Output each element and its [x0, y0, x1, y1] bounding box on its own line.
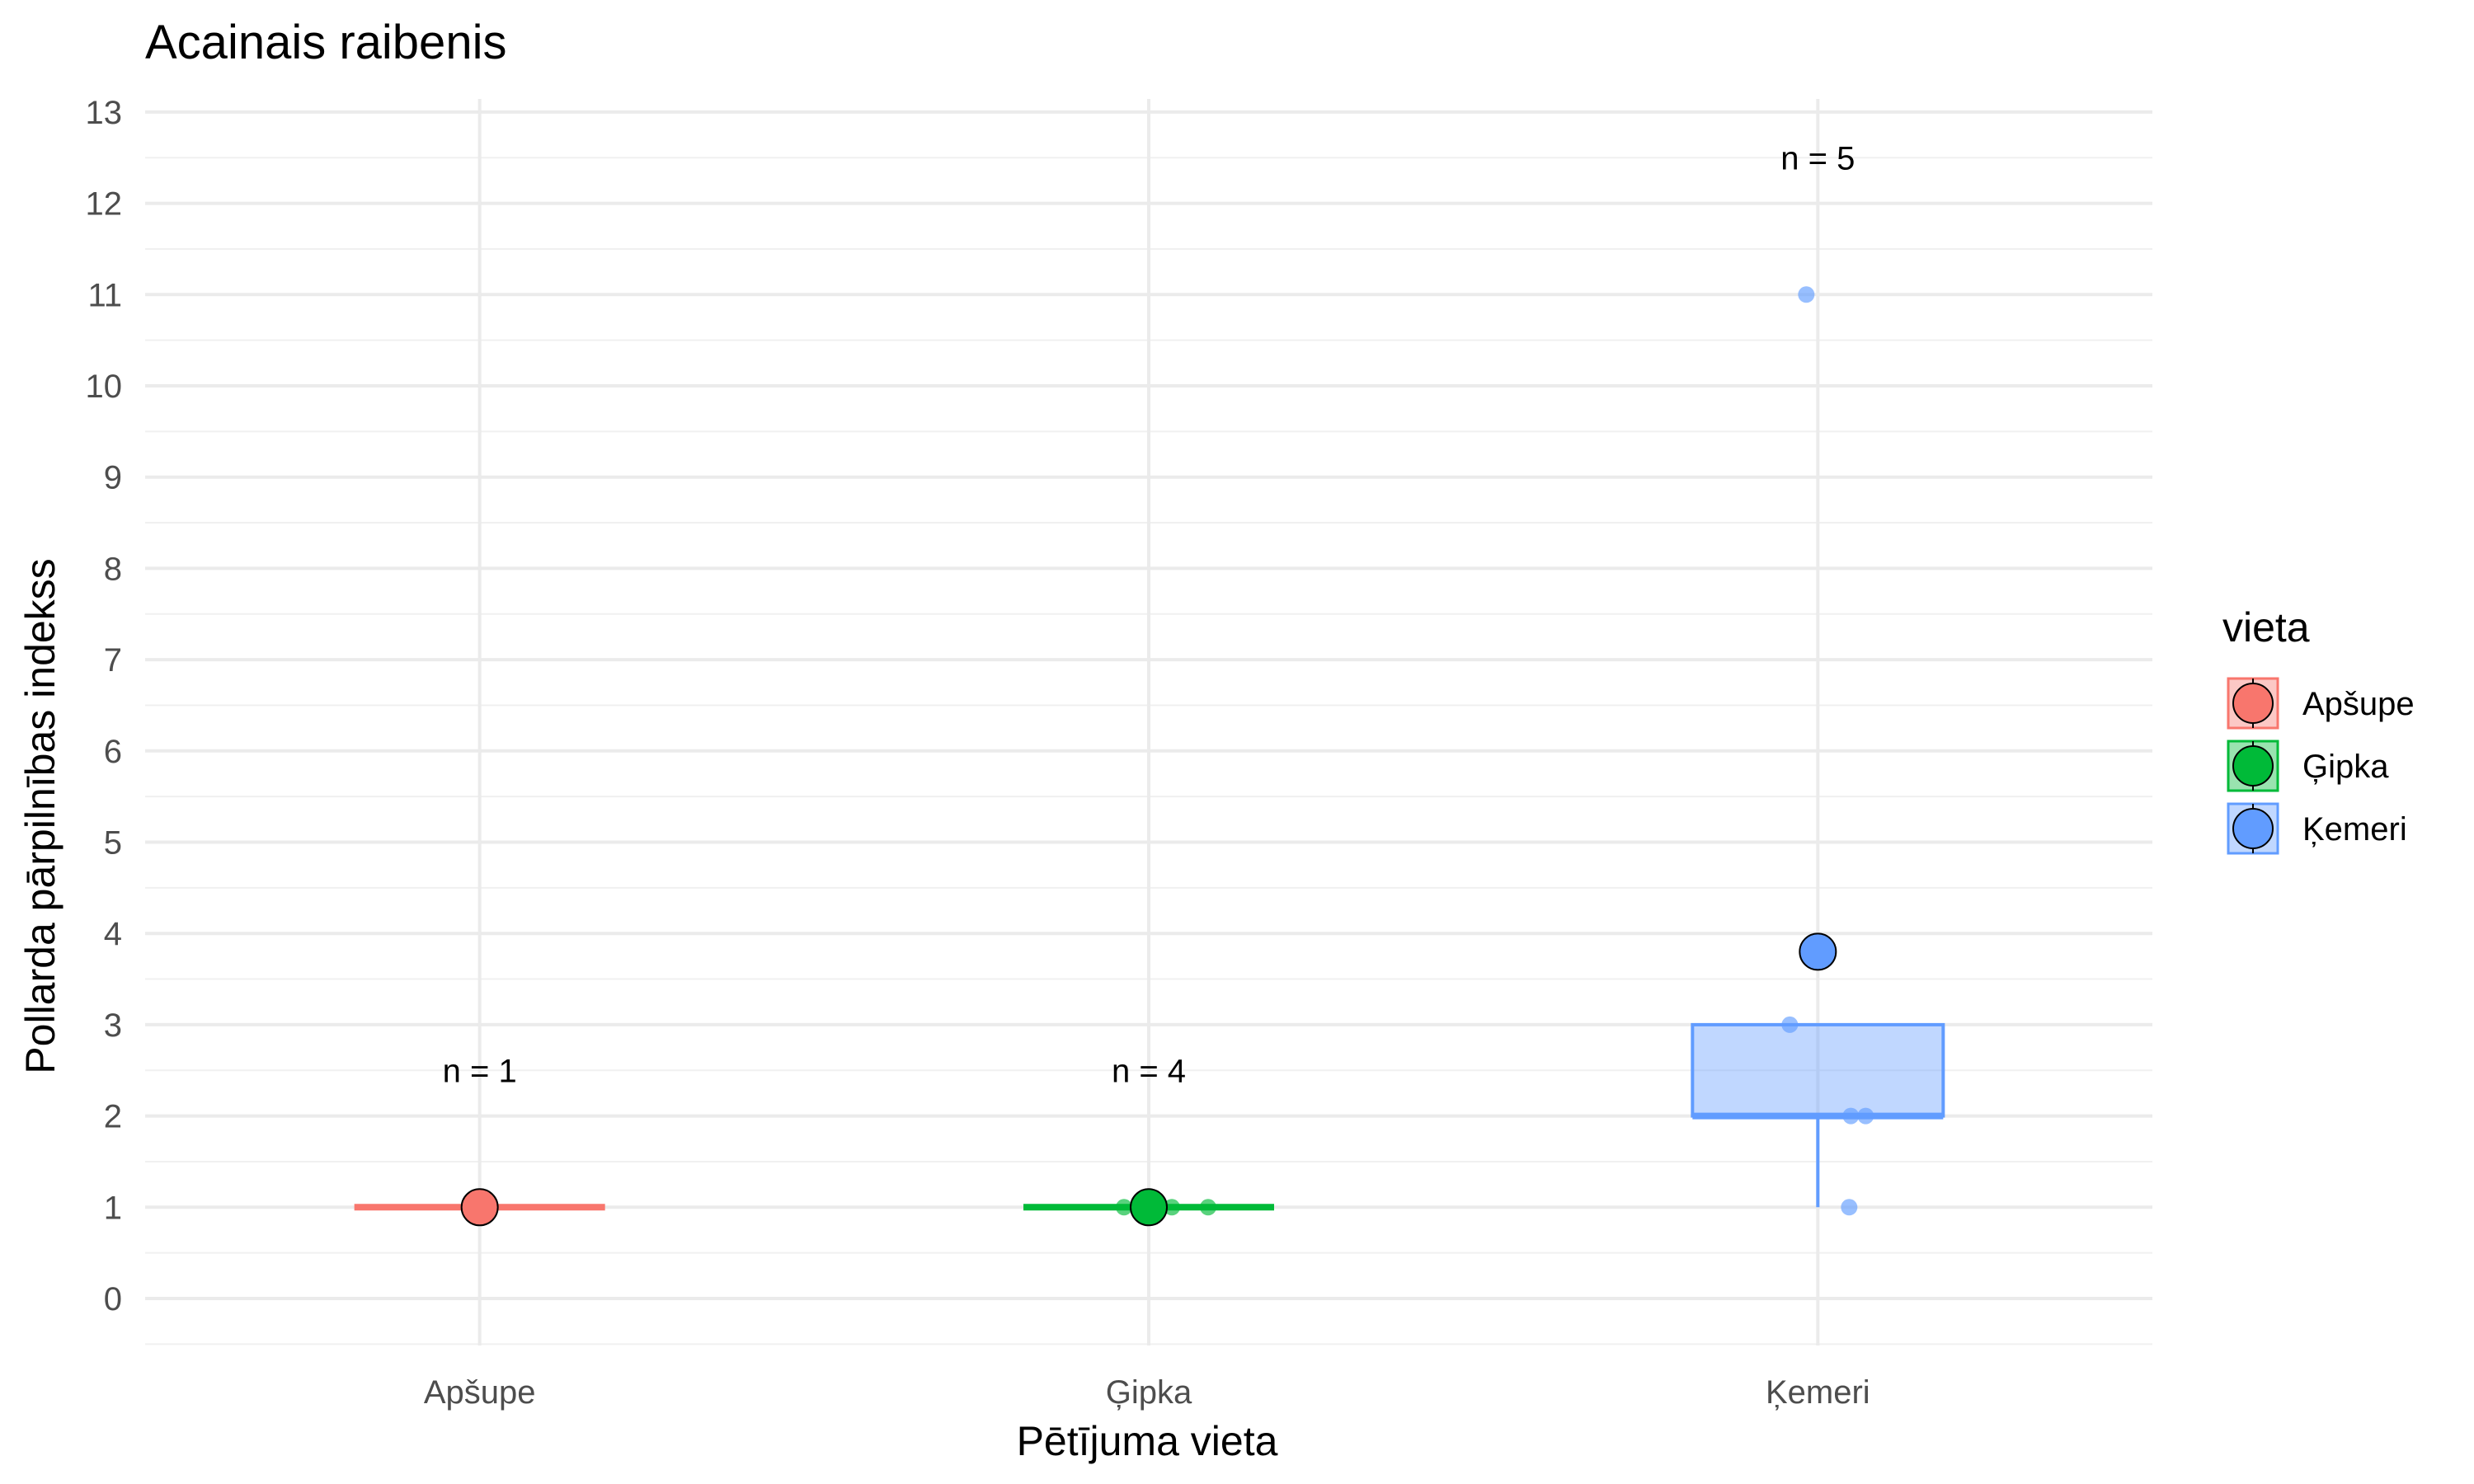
legend-label: Ģipka: [2302, 749, 2389, 785]
y-tick-label: 5: [104, 825, 122, 862]
x-axis-label: Pētījuma vieta: [1017, 1418, 1278, 1464]
n-labels: n = 1 n = 4 n = 5: [443, 140, 1856, 1089]
legend-label: Apšupe: [2302, 686, 2415, 722]
x-tick-labels: Apšupe Ģipka Ķemeri: [424, 1374, 1870, 1411]
mean-points: [460, 932, 1837, 1227]
y-tick-label: 6: [104, 734, 122, 770]
data-point: [1798, 286, 1815, 303]
y-tick-label: 11: [87, 277, 122, 313]
y-tick-label: 1: [104, 1190, 122, 1226]
legend-label: Ķemeri: [2302, 811, 2407, 848]
x-tick-label: Ģipka: [1106, 1374, 1192, 1411]
x-tick-label: Apšupe: [424, 1374, 536, 1411]
n-label: n = 1: [443, 1053, 517, 1089]
n-label: n = 4: [1112, 1053, 1186, 1089]
grid-lines: [145, 99, 2152, 1345]
legend-title: vieta: [2222, 604, 2310, 650]
data-point: [1841, 1199, 1858, 1216]
x-tick-label: Ķemeri: [1766, 1374, 1870, 1411]
data-point: [1857, 1107, 1874, 1125]
legend-key-marker: [2232, 745, 2274, 787]
y-tick-label: 13: [86, 95, 123, 131]
y-axis-label: Pollarda pārpilnības indekss: [17, 558, 63, 1073]
mean-point: [1130, 1188, 1168, 1227]
box-body: [1691, 1022, 1945, 1118]
boxes: [354, 1022, 1945, 1211]
data-point: [1781, 1016, 1799, 1033]
y-tick-label: 10: [86, 369, 123, 405]
data-point: [1200, 1199, 1216, 1216]
mean-point: [460, 1188, 499, 1227]
legend-key-marker: [2232, 808, 2274, 849]
mean-point: [1799, 932, 1837, 971]
data-point: [1164, 1199, 1180, 1216]
y-tick-label: 3: [104, 1007, 122, 1044]
legend-key-marker: [2232, 683, 2274, 724]
y-tick-label: 7: [104, 642, 122, 679]
y-tick-label: 0: [104, 1281, 122, 1317]
y-tick-label: 12: [86, 186, 123, 223]
n-label: n = 5: [1780, 140, 1855, 176]
legend: vieta Apšupe Ģipka Ķemeri: [2222, 604, 2415, 855]
y-tick-label: 8: [104, 551, 122, 587]
chart-title: Acainais raibenis: [145, 16, 507, 69]
y-tick-label: 2: [104, 1099, 122, 1135]
data-point: [1842, 1107, 1860, 1125]
data-point: [1116, 1199, 1132, 1216]
y-tick-label: 4: [104, 916, 122, 952]
y-tick-label: 9: [104, 460, 122, 496]
